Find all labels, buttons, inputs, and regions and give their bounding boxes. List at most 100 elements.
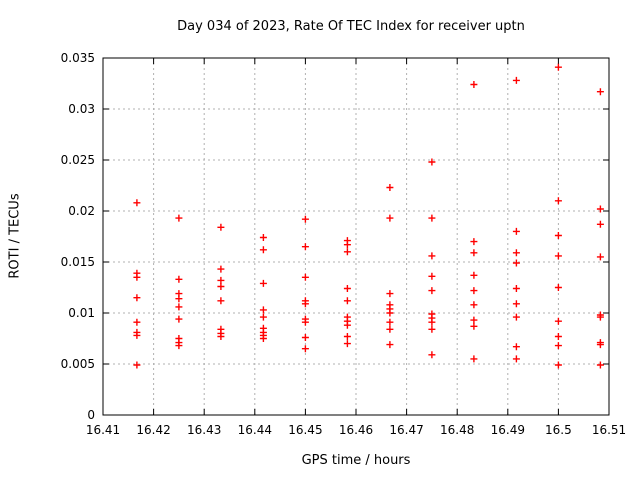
data-point <box>428 214 436 222</box>
data-point <box>259 335 267 342</box>
data-point <box>175 214 183 222</box>
y-tick-label: 0 <box>87 408 95 422</box>
data-point <box>175 342 183 350</box>
x-tick-label: 16.47 <box>389 423 423 437</box>
data-point <box>470 249 478 257</box>
data-point <box>133 199 141 207</box>
data-point <box>175 295 183 303</box>
data-point <box>133 294 141 302</box>
data-point <box>512 285 520 292</box>
data-point <box>386 318 394 326</box>
data-point <box>596 341 604 349</box>
data-point <box>301 243 309 251</box>
data-point <box>512 313 520 321</box>
data-point <box>133 273 141 281</box>
data-point <box>554 317 562 325</box>
data-point <box>259 313 267 321</box>
data-point <box>596 220 604 228</box>
data-point <box>386 325 394 333</box>
data-point <box>512 300 520 308</box>
data-point <box>554 232 562 239</box>
data-point <box>217 276 225 284</box>
y-tick-label: 0.035 <box>61 51 95 65</box>
data-point <box>386 309 394 317</box>
data-point <box>470 81 478 88</box>
data-point <box>217 283 225 290</box>
data-point <box>217 265 225 273</box>
data-point <box>554 284 562 291</box>
data-point <box>217 223 225 231</box>
x-tick-label: 16.44 <box>238 423 272 437</box>
data-point <box>259 306 267 314</box>
data-point <box>133 318 141 326</box>
data-point <box>512 355 520 363</box>
x-tick-label: 16.51 <box>592 423 626 437</box>
data-point <box>554 342 562 350</box>
x-tick-label: 16.45 <box>288 423 322 437</box>
data-point <box>554 197 562 205</box>
data-point <box>470 355 478 363</box>
data-point <box>343 285 351 292</box>
data-point <box>512 343 520 351</box>
data-point <box>596 313 604 321</box>
data-point <box>301 334 309 341</box>
x-tick-label: 16.48 <box>440 423 474 437</box>
data-point <box>217 297 225 305</box>
data-point <box>301 318 309 326</box>
data-point <box>343 241 351 249</box>
data-point <box>175 315 183 323</box>
data-point <box>596 205 604 213</box>
data-point <box>554 361 562 369</box>
data-point <box>133 331 141 339</box>
plot-border <box>102 57 610 416</box>
data-point <box>386 341 394 349</box>
data-point <box>512 259 520 267</box>
data-point <box>343 340 351 348</box>
data-point <box>596 88 604 96</box>
data-point <box>301 215 309 223</box>
data-point <box>554 252 562 260</box>
data-point <box>512 249 520 257</box>
chart-title: Day 034 of 2023, Rate Of TEC Index for r… <box>177 19 525 34</box>
data-point <box>470 287 478 295</box>
data-point <box>554 333 562 340</box>
data-point <box>596 253 604 261</box>
data-point <box>343 321 351 329</box>
data-point <box>175 303 183 311</box>
data-point <box>386 214 394 222</box>
data-point <box>175 275 183 283</box>
y-tick-label: 0.02 <box>68 204 95 218</box>
x-axis-label: GPS time / hours <box>301 453 411 468</box>
data-point <box>428 158 436 166</box>
data-point <box>428 252 436 260</box>
data-point <box>301 345 309 353</box>
data-point <box>470 238 478 246</box>
data-point <box>386 290 394 298</box>
data-point <box>343 333 351 340</box>
y-tick-label: 0.03 <box>68 102 95 116</box>
x-tick-label: 16.43 <box>187 423 221 437</box>
data-point <box>554 63 562 71</box>
data-point <box>133 361 141 369</box>
data-point <box>428 325 436 333</box>
x-tick-label: 16.41 <box>86 423 120 437</box>
y-tick-label: 0.01 <box>68 306 95 320</box>
data-point <box>301 273 309 281</box>
data-point <box>470 316 478 324</box>
data-point <box>512 227 520 235</box>
data-point <box>343 248 351 256</box>
y-tick-label: 0.015 <box>61 255 95 269</box>
data-point <box>470 271 478 279</box>
data-point <box>596 361 604 369</box>
x-tick-label: 16.46 <box>339 423 373 437</box>
data-point <box>259 279 267 287</box>
x-tick-label: 16.5 <box>545 423 572 437</box>
data-point <box>470 322 478 330</box>
data-point <box>428 318 436 326</box>
data-point <box>428 351 436 359</box>
y-tick-label: 0.005 <box>61 357 95 371</box>
data-point <box>428 272 436 280</box>
data-point <box>343 297 351 305</box>
data-point <box>217 333 225 340</box>
x-tick-label: 16.42 <box>136 423 170 437</box>
